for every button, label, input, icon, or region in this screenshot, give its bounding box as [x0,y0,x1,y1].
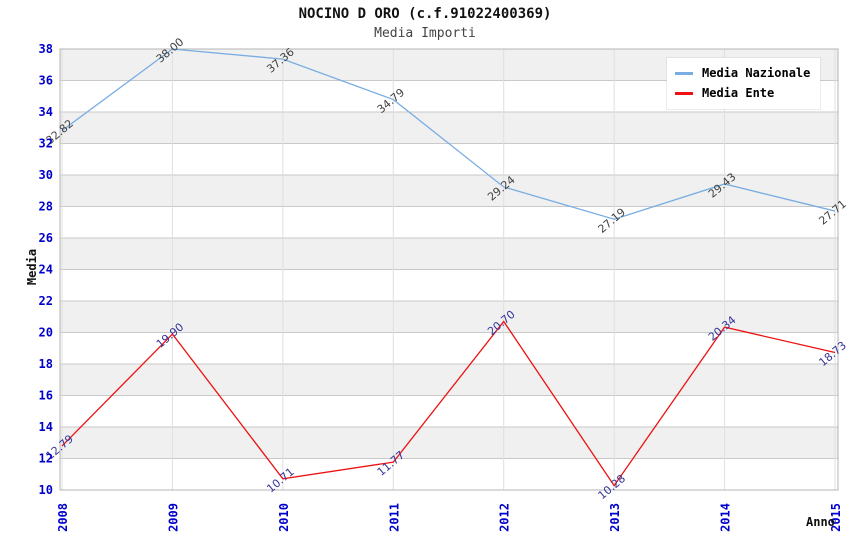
plot-band [60,238,838,270]
series-line-media-nazionale [61,48,836,220]
chart-subtitle: Media Importi [374,26,476,41]
legend-marker-media-nazionale [675,71,693,75]
y-axis-title: Media [25,248,40,286]
x-tick-label: 2011 [387,503,401,532]
plot-band [60,143,838,175]
y-tick-label: 16 [39,389,53,403]
y-tick-label: 38 [39,42,53,56]
plot-band [60,458,838,490]
y-tick-label: 22 [39,294,53,308]
y-tick-label: 32 [39,137,53,151]
plot-band [60,301,838,333]
legend-item-media-nazionale: Media Nazionale [675,63,810,83]
legend: Media Nazionale Media Ente [667,58,821,109]
legend-item-media-ente: Media Ente [675,83,810,103]
y-tick-label: 24 [39,263,53,277]
y-tick-label: 28 [39,200,53,214]
plot-band [60,395,838,427]
x-tick-label: 2009 [166,503,180,532]
legend-label: Media Ente [702,86,775,100]
legend-label: Media Nazionale [702,66,811,80]
chart-title: NOCINO D ORO (c.f.91022400369) [298,6,552,22]
plot-band [60,175,838,207]
y-tick-label: 30 [39,168,53,182]
plot-border [59,48,839,491]
plot-band [60,332,838,364]
y-tick-label: 34 [39,105,53,119]
x-tick-label: 2012 [498,503,512,532]
y-tick-label: 36 [39,74,53,88]
plot-band [60,112,838,144]
x-tick-label: 2014 [719,503,733,532]
plot-band [60,427,838,459]
y-tick-label: 12 [39,452,53,466]
plot-band [60,269,838,301]
y-tick-label: 20 [39,326,53,340]
x-tick-label: 2013 [608,503,622,532]
plot-band [60,206,838,238]
x-tick-label: 2010 [277,503,291,532]
x-tick-label: 2008 [56,503,70,532]
x-axis-title: Anno [806,515,835,529]
x-tick-label: 2015 [829,503,843,532]
y-tick-label: 26 [39,231,53,245]
legend-marker-media-ente [675,91,693,95]
y-tick-label: 18 [39,357,53,371]
series-line-media-ente [61,320,836,487]
y-tick-label: 14 [39,420,53,434]
y-tick-label: 10 [39,483,53,497]
